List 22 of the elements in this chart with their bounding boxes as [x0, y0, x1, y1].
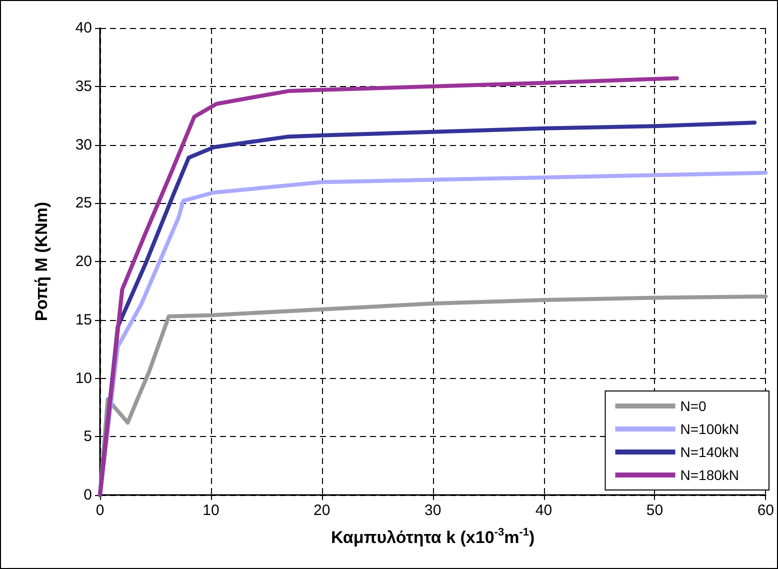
x-tick-label: 10	[202, 502, 220, 519]
x-tick-label: 30	[424, 502, 442, 519]
legend-label: N=0	[680, 398, 707, 414]
legend-label: N=100kN	[680, 421, 740, 437]
x-tick-label: 0	[96, 502, 104, 519]
y-axis-title: Ροπή Μ (KNm)	[32, 202, 51, 322]
x-tick-label: 60	[757, 502, 774, 519]
x-tick-label: 50	[646, 502, 664, 519]
x-tick-label: 40	[535, 502, 552, 519]
y-tick-label: 40	[75, 20, 92, 36]
y-tick-label: 5	[84, 428, 92, 446]
y-tick-label: 20	[75, 253, 92, 270]
y-tick-label: 35	[75, 78, 92, 95]
y-tick-label: 30	[75, 136, 92, 154]
y-tick-label: 15	[75, 311, 92, 328]
legend-label: N=140kN	[680, 444, 740, 460]
y-tick-label: 0	[84, 486, 92, 504]
x-tick-label: 20	[314, 502, 330, 519]
legend-label: N=180kN	[680, 467, 740, 483]
y-tick-label: 25	[75, 194, 92, 212]
line-series	[98, 76, 679, 497]
y-tick-label: 10	[75, 370, 92, 387]
